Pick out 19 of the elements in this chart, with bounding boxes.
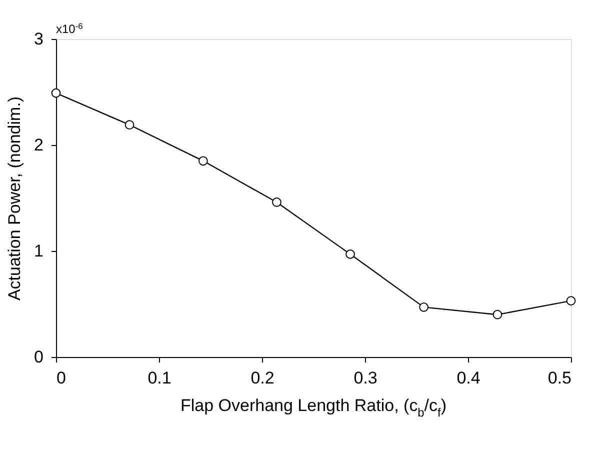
point — [51, 88, 61, 98]
y-tick-label: 2 — [34, 136, 44, 154]
point — [566, 296, 576, 306]
x-tick-label: 0.5 — [548, 368, 572, 388]
point — [198, 156, 208, 166]
point — [124, 120, 134, 130]
y-tick-label: 1 — [34, 242, 44, 260]
x-tick-label: 0.4 — [456, 368, 480, 388]
x-tick-label: 0.1 — [148, 368, 172, 388]
point — [419, 302, 428, 312]
y-tick-label: 0 — [34, 348, 44, 366]
point — [272, 198, 282, 207]
y-tick-label: 3 — [34, 30, 44, 48]
x-tick-label: 0 — [56, 368, 66, 388]
y-axis-title: Actuation Power, (nondim.) — [5, 96, 24, 301]
x-tick-label: 0.2 — [250, 368, 274, 388]
point — [492, 310, 502, 320]
x-tick-label: 0.3 — [354, 368, 378, 388]
point — [346, 250, 355, 259]
